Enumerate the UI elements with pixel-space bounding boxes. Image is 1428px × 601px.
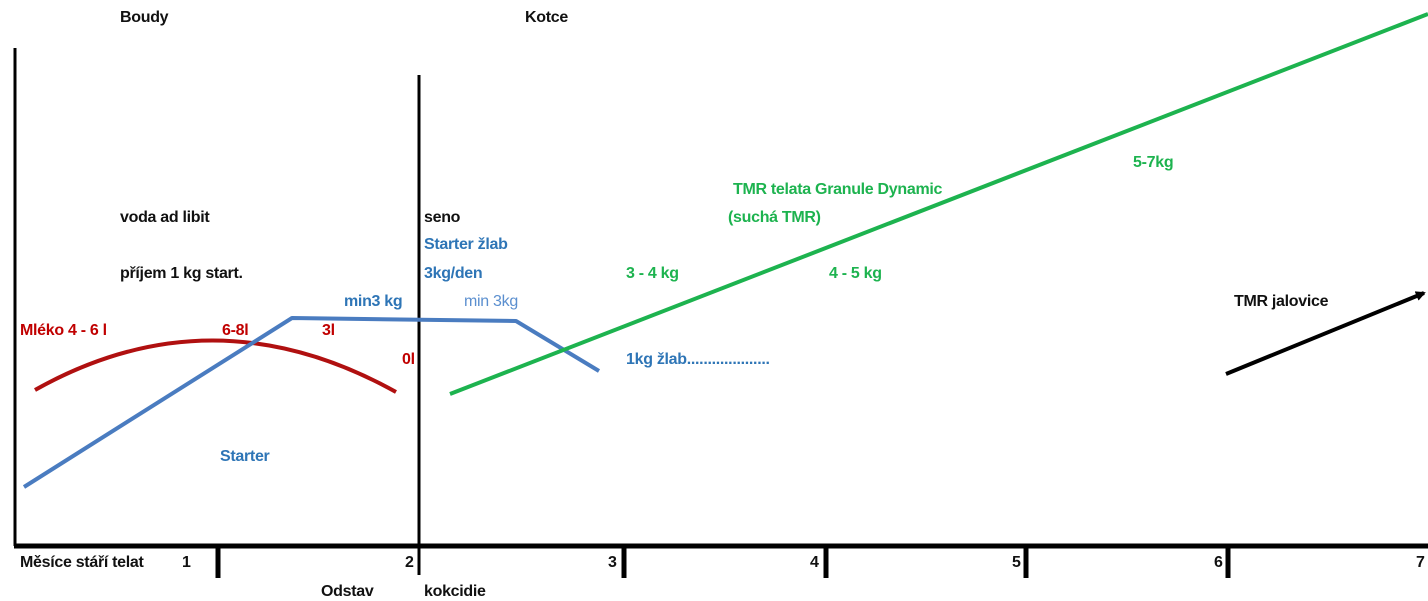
x-axis-tick-label-2: 2: [405, 554, 414, 571]
starter-rate-note: 3kg/den: [424, 265, 483, 282]
weaning-label: Odstav: [321, 583, 374, 600]
x-axis-tick-label-7: 7: [1416, 554, 1425, 571]
milk-curve: [34, 338, 397, 394]
starter-trough-label: 1kg žlab....................: [626, 351, 770, 368]
milk-peak-label: 6-8l: [222, 322, 249, 339]
tmr-heifers-arrow: [1225, 291, 1426, 376]
hay-note: seno: [424, 209, 461, 226]
tmr-calves-subtitle: (suchá TMR): [728, 209, 821, 226]
intake-note: příjem 1 kg start.: [120, 265, 243, 282]
starter-curve: [22, 316, 601, 489]
tmr-calves-amount-1: 3 - 4 kg: [626, 265, 679, 282]
tmr-heifers-label: TMR jalovice: [1234, 293, 1329, 310]
x-axis-tick-label-3: 3: [608, 554, 617, 571]
milk-label: Mléko 4 - 6 l: [20, 322, 107, 339]
x-axis-title: Měsíce stáří telat: [20, 554, 144, 571]
starter-min-left-label: min3 kg: [344, 293, 403, 310]
starter-trough-note: Starter žlab: [424, 236, 508, 253]
x-axis-tick-label-6: 6: [1214, 554, 1223, 571]
tmr-calves-title: TMR telata Granule Dynamic: [733, 181, 943, 198]
milk-late-label: 3l: [322, 322, 335, 339]
coccidia-label: kokcidie: [424, 583, 486, 600]
water-note: voda ad libit: [120, 209, 210, 226]
tmr-calves-amount-2: 4 - 5 kg: [829, 265, 882, 282]
starter-label: Starter: [220, 448, 270, 465]
section-label-kotce: Kotce: [525, 9, 568, 26]
x-axis-tick-label-4: 4: [810, 554, 819, 571]
starter-min-right-label: min 3kg: [464, 293, 518, 310]
milk-end-label: 0l: [402, 351, 415, 368]
tmr-calves-line: [449, 12, 1428, 396]
x-axis-tick-label-1: 1: [182, 554, 191, 571]
x-axis-tick-label-5: 5: [1012, 554, 1021, 571]
section-label-boudy: Boudy: [120, 9, 169, 26]
tmr-calves-amount-3: 5-7kg: [1133, 154, 1174, 171]
